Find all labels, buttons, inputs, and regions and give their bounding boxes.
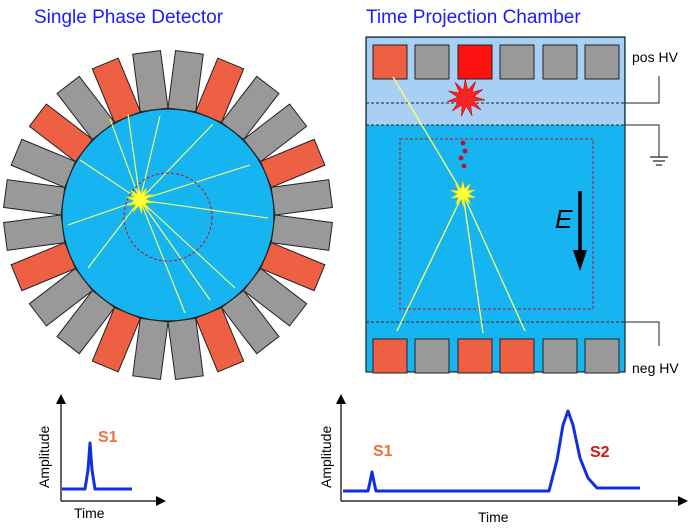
drift-electron [458, 155, 464, 161]
scintillation-flash [126, 186, 154, 214]
fiducial-volume [123, 172, 213, 262]
light-ray [127, 113, 141, 201]
left-s1-label: S1 [98, 429, 118, 446]
light-ray [109, 118, 141, 201]
field-label: E [555, 204, 573, 234]
pmt [414, 44, 450, 80]
right-amplitude-label: Amplitude [318, 426, 334, 488]
pmt [3, 179, 66, 216]
track-down-right [462, 193, 526, 332]
single-phase-title: Single Phase Detector [34, 7, 224, 28]
left-amplitude-label: Amplitude [36, 426, 52, 488]
pmt-hit [372, 338, 408, 374]
gas-phase-region [367, 38, 624, 125]
pmt-hit [372, 44, 408, 80]
tpc-fiducial-volume [399, 138, 594, 310]
s2-flash [447, 78, 485, 117]
right-s1-label: S1 [373, 443, 393, 460]
light-ray [139, 199, 186, 314]
right-time-label: Time [478, 509, 509, 525]
top-pmt-array [372, 44, 620, 80]
ground-wire [625, 124, 660, 157]
detector-sphere [61, 108, 275, 322]
pmt [584, 44, 620, 80]
pmt [584, 338, 620, 374]
left-waveform-trace [62, 441, 132, 491]
track-down-left [396, 193, 464, 332]
neg-hv-label: neg HV [632, 360, 679, 376]
pmt [499, 44, 535, 80]
pmt [167, 317, 204, 380]
light-ray [87, 199, 141, 269]
pmt [270, 214, 333, 251]
drift-electron [461, 163, 467, 169]
light-ray [67, 199, 141, 226]
drift-electron [460, 140, 466, 146]
pmt [132, 50, 169, 113]
drift-electron [462, 148, 468, 154]
pmt [542, 338, 578, 374]
light-ray [139, 199, 211, 301]
pmt [132, 317, 169, 380]
pmt [167, 50, 204, 113]
pmt [3, 214, 66, 251]
track-down-middle [462, 193, 484, 334]
pmt-hit [457, 44, 493, 80]
pmt [270, 179, 333, 216]
left-time-label: Time [74, 505, 105, 521]
pmt-hit [457, 338, 493, 374]
pmt-hit [499, 338, 535, 374]
light-ray [139, 199, 269, 219]
light-ray [79, 159, 141, 201]
right-waveform-trace [343, 409, 640, 493]
pmt [542, 44, 578, 80]
ground-icon [650, 156, 668, 166]
bottom-pmt-array [372, 338, 620, 374]
light-ray [139, 115, 161, 201]
pos-hv-label: pos HV [632, 49, 679, 65]
track-up [392, 76, 464, 195]
light-ray [139, 123, 214, 201]
right-s2-label: S2 [590, 444, 610, 461]
tpc-title: Time Projection Chamber [366, 7, 581, 28]
field-arrow-head [573, 250, 587, 271]
neg-hv-wire [625, 321, 660, 346]
light-ray [139, 199, 236, 289]
pos-hv-wire [625, 76, 660, 104]
s1-flash [450, 180, 476, 208]
pmt [414, 338, 450, 374]
light-rays [67, 113, 269, 314]
